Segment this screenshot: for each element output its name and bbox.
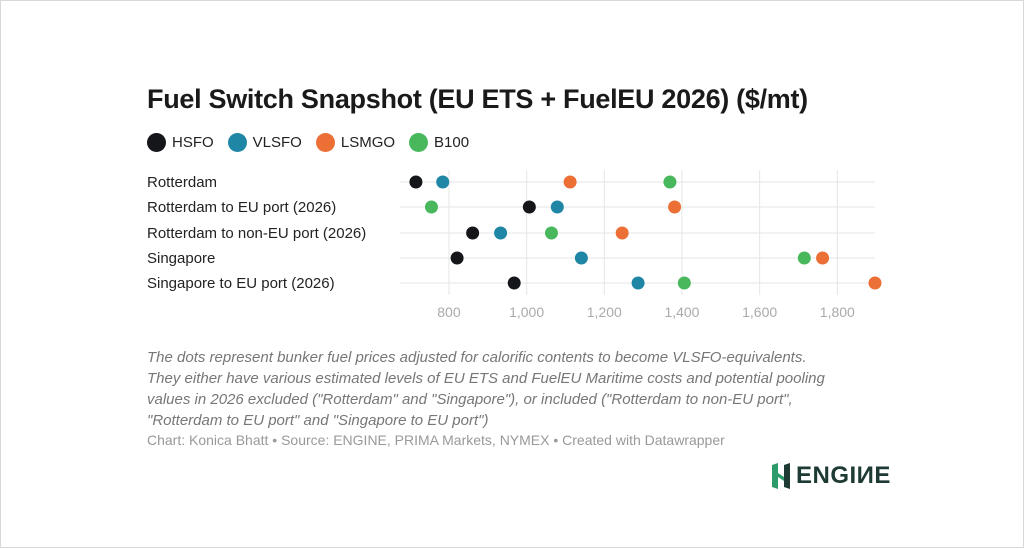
dot-hsfo (522, 200, 536, 214)
engine-logo: ENGIИE (770, 462, 891, 490)
legend-swatch (409, 133, 429, 152)
row-label: Singapore to EU port (2026) (147, 275, 335, 292)
legend-item-b100: B100 (409, 133, 469, 152)
legend-label: LSMGO (340, 134, 396, 151)
dot-lsmgo (868, 276, 882, 290)
dot-lsmgo (668, 200, 682, 214)
legend-item-lsmgo: LSMGO (315, 133, 396, 152)
description-line: "Rotterdam to EU port" and "Singapore to… (147, 412, 489, 429)
legend-label: B100 (434, 134, 470, 151)
legend: HSFO VLSFO LSMGO B100 (147, 133, 469, 152)
row-label: Singapore (147, 250, 215, 267)
row-label: Rotterdam to EU port (2026) (147, 199, 336, 216)
dot-vlsfo (631, 276, 645, 290)
row-label: Rotterdam to non-EU port (2026) (147, 225, 366, 242)
engine-logo-icon (772, 463, 790, 489)
x-tick-label: 800 (437, 304, 461, 320)
legend-swatch (227, 133, 247, 152)
engine-logo-text: ENGIИE (796, 462, 891, 489)
legend-item-vlsfo: VLSFO (227, 133, 302, 152)
description-line: values in 2026 excluded ("Rotterdam" and… (147, 391, 793, 408)
chart-title: Fuel Switch Snapshot (EU ETS + FuelEU 20… (147, 84, 808, 114)
legend-swatch (315, 133, 335, 152)
dot-b100 (424, 200, 438, 214)
dot-b100 (544, 226, 558, 240)
legend-label: HSFO (172, 134, 214, 151)
dot-b100 (663, 175, 677, 189)
x-tick-label: 1,600 (742, 304, 777, 320)
dot-vlsfo (550, 200, 564, 214)
dot-vlsfo (494, 226, 508, 240)
chart-description: The dots represent bunker fuel prices ad… (147, 347, 887, 431)
dot-lsmgo (615, 226, 629, 240)
dot-vlsfo (574, 251, 588, 265)
dot-hsfo (450, 251, 464, 265)
x-tick-label: 1,800 (820, 304, 855, 320)
x-tick-label: 1,200 (587, 304, 622, 320)
chart-credit: Chart: Konica Bhatt • Source: ENGINE, PR… (147, 432, 725, 448)
legend-swatch (147, 133, 166, 152)
description-line: The dots represent bunker fuel prices ad… (147, 349, 807, 366)
description-line: They either have various estimated level… (147, 370, 825, 387)
dot-hsfo (466, 226, 480, 240)
dot-lsmgo (816, 251, 830, 265)
dot-b100 (677, 276, 691, 290)
x-tick-label: 1,000 (509, 304, 544, 320)
legend-item-hsfo: HSFO (147, 133, 214, 152)
dot-hsfo (507, 276, 521, 290)
x-tick-label: 1,400 (664, 304, 699, 320)
dot-lsmgo (563, 175, 577, 189)
dot-hsfo (409, 175, 423, 189)
dot-b100 (797, 251, 811, 265)
legend-label: VLSFO (252, 134, 302, 151)
row-label: Rotterdam (147, 174, 217, 191)
dot-vlsfo (436, 175, 450, 189)
